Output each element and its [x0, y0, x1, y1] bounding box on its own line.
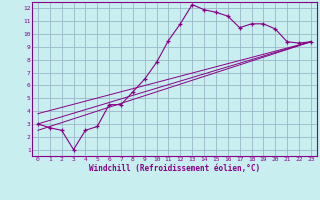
X-axis label: Windchill (Refroidissement éolien,°C): Windchill (Refroidissement éolien,°C)	[89, 164, 260, 173]
